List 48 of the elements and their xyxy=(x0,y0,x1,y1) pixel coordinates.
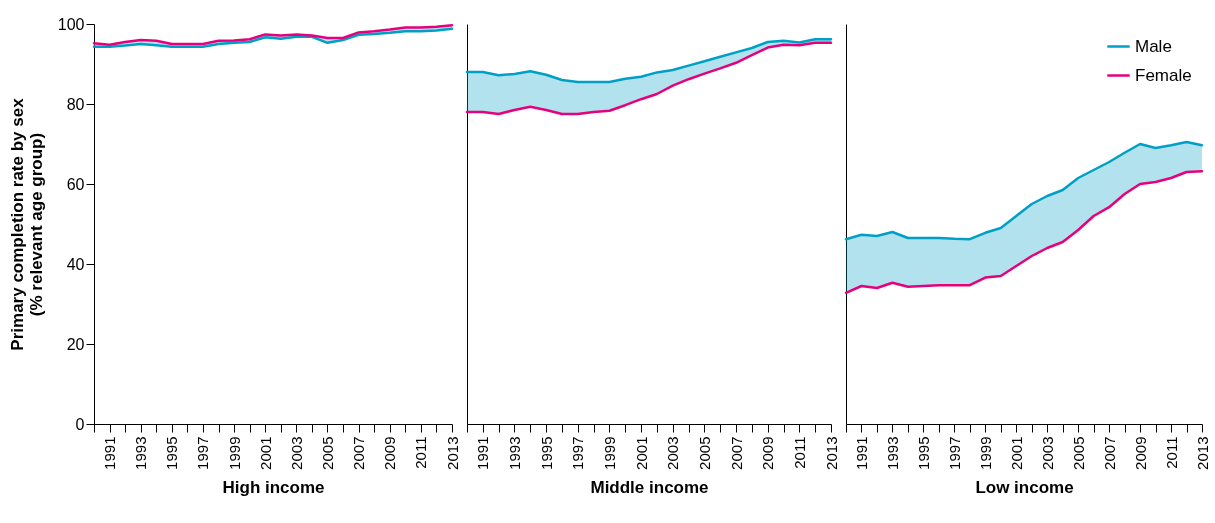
y-tick-label: 80 xyxy=(66,95,85,113)
x-tick-label: 2003 xyxy=(1038,436,1056,470)
x-tick-label: 1997 xyxy=(569,436,587,470)
x-tick-label: 1995 xyxy=(537,436,555,470)
x-tick-label: 1995 xyxy=(163,436,181,470)
y-tick-label: 40 xyxy=(66,255,85,273)
x-tick-label: 1999 xyxy=(225,436,243,470)
y-axis-title: Primary completion rate by sex (% relevant age group) xyxy=(7,97,46,351)
y-tick-label: 60 xyxy=(66,175,85,193)
x-tick-label: 1997 xyxy=(194,436,212,470)
x-tick-label: 2009 xyxy=(759,436,777,470)
x-tick-label: 2001 xyxy=(632,436,650,470)
x-tick-label: 2007 xyxy=(1100,436,1118,470)
legend-label: Male xyxy=(1135,36,1172,56)
x-tick-label: 2009 xyxy=(381,436,399,470)
x-tick-label: 2013 xyxy=(443,436,461,470)
x-tick-label: 2011 xyxy=(790,436,808,469)
x-axis-title: Middle income xyxy=(590,477,709,497)
x-tick-label: 1991 xyxy=(474,436,492,470)
x-tick-label: 1993 xyxy=(505,436,523,470)
x-tick-label: 1991 xyxy=(101,436,119,470)
x-tick-label: 1993 xyxy=(883,436,901,470)
x-tick-label: 1999 xyxy=(976,436,994,470)
x-tick-label: 2009 xyxy=(1131,436,1149,470)
x-tick-label: 2001 xyxy=(1007,436,1025,470)
x-tick-label: 1991 xyxy=(852,436,870,470)
x-tick-label: 2011 xyxy=(1162,436,1180,469)
x-tick-label: 2003 xyxy=(287,436,305,470)
x-tick-label: 1999 xyxy=(600,436,618,470)
x-axis-title: Low income xyxy=(975,477,1074,497)
x-tick-label: 2005 xyxy=(695,436,713,470)
x-tick-label: 1993 xyxy=(132,436,150,470)
legend-label: Female xyxy=(1135,65,1192,85)
y-tick-label: 100 xyxy=(57,15,85,33)
x-tick-label: 2007 xyxy=(350,436,368,470)
x-tick-label: 1997 xyxy=(945,436,963,470)
y-tick-label: 0 xyxy=(75,415,85,433)
x-tick-label: 2007 xyxy=(727,436,745,470)
x-tick-label: 2011 xyxy=(412,436,430,469)
x-tick-label: 2003 xyxy=(664,436,682,470)
x-tick-label: 2013 xyxy=(1193,436,1211,470)
x-tick-label: 1995 xyxy=(914,436,932,470)
x-tick-label: 2013 xyxy=(822,436,840,470)
y-tick-label: 20 xyxy=(66,335,85,353)
x-tick-label: 2005 xyxy=(318,436,336,470)
x-tick-label: 2005 xyxy=(1069,436,1087,470)
x-tick-label: 2001 xyxy=(256,436,274,470)
x-axis-title: High income xyxy=(222,477,325,497)
